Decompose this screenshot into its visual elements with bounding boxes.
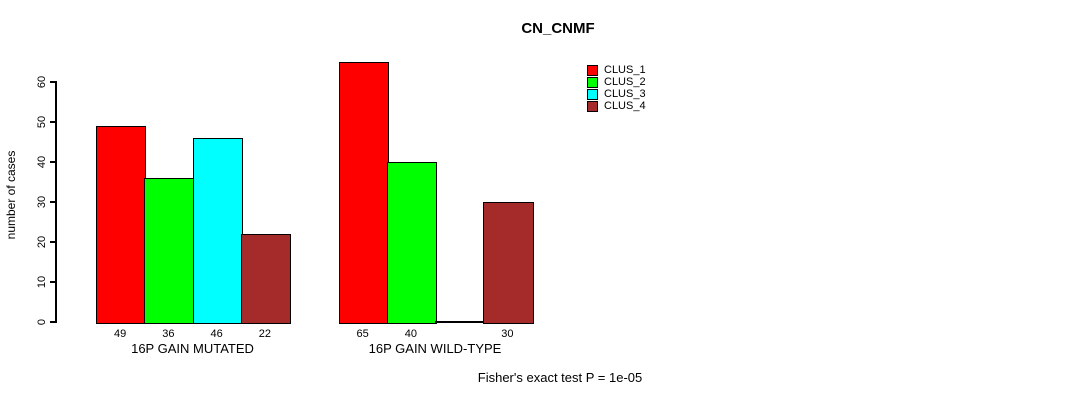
bar-value-label: 40: [404, 328, 417, 340]
bar-clus-4-2: [483, 202, 534, 324]
legend: CLUS_1 CLUS_2 CLUS_3 CLUS_4: [587, 64, 646, 112]
legend-item: CLUS_1: [587, 64, 646, 76]
bar-clus-1-2: [338, 62, 389, 324]
y-axis-tick: [50, 241, 55, 243]
x-group-label: 16P GAIN WILD-TYPE: [368, 341, 502, 356]
y-axis-tick-label: 0: [36, 318, 48, 326]
legend-swatch: [587, 76, 598, 88]
legend-swatch: [587, 88, 598, 100]
bar-value-label: 22: [258, 328, 271, 340]
y-axis-tick: [50, 201, 55, 203]
y-axis-tick-label: 20: [36, 235, 48, 249]
y-axis-line: [55, 81, 57, 323]
y-axis-tick-label: 60: [36, 75, 48, 89]
legend-item: CLUS_2: [587, 76, 646, 88]
legend-swatch: [587, 100, 598, 112]
y-axis-tick-label: 10: [36, 275, 48, 289]
footnote-fisher-test: Fisher's exact test P = 1e-05: [477, 370, 643, 385]
bar-clus-4-1: [240, 234, 291, 324]
y-axis-tick-label: 30: [36, 195, 48, 209]
y-axis-tick-label: 50: [36, 115, 48, 129]
bar-value-label: 49: [114, 328, 127, 340]
chart-title: CN_CNMF: [521, 20, 595, 37]
legend-label: CLUS_2: [604, 76, 646, 88]
legend-item: CLUS_3: [587, 88, 646, 100]
y-axis-tick: [50, 321, 55, 323]
legend-item: CLUS_4: [587, 100, 646, 112]
bar-value-label: 65: [356, 328, 369, 340]
y-axis-tick: [50, 281, 55, 283]
y-axis-tick: [50, 81, 55, 83]
bar-clus-1-1: [96, 126, 147, 324]
bar-clus-3-2-zero: [435, 321, 484, 323]
y-axis-tick: [50, 121, 55, 123]
legend-label: CLUS_3: [604, 88, 646, 100]
y-axis-tick-label: 40: [36, 155, 48, 169]
x-group-label: 16P GAIN MUTATED: [131, 341, 254, 356]
bar-clus-3-1: [192, 138, 243, 324]
y-axis-tick: [50, 161, 55, 163]
legend-label: CLUS_1: [604, 64, 646, 76]
bar-value-label: 30: [501, 328, 514, 340]
bar-value-label: 46: [210, 328, 223, 340]
bar-value-label: 36: [162, 328, 175, 340]
bar-clus-2-2: [386, 162, 437, 324]
legend-swatch: [587, 64, 598, 76]
legend-label: CLUS_4: [604, 100, 646, 112]
bar-clus-2-1: [144, 178, 195, 324]
